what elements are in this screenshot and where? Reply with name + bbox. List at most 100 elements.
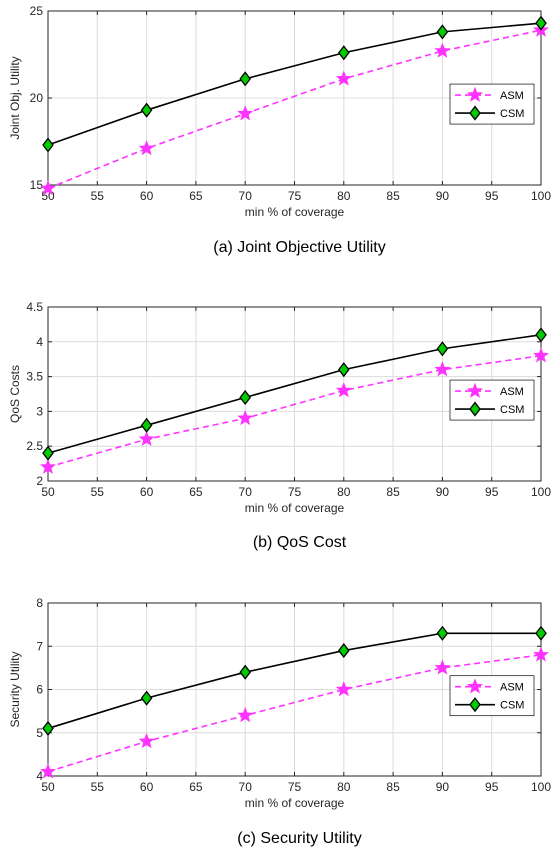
data-point-csm	[436, 341, 449, 357]
x-tick-label: 50	[41, 780, 55, 794]
data-point-asm	[434, 42, 451, 58]
data-point-csm	[239, 389, 252, 406]
y-tick-label: 6	[36, 683, 43, 697]
data-point-asm	[533, 646, 549, 662]
y-axis-label: QoS Costs	[8, 365, 22, 423]
legend-box	[449, 675, 535, 717]
x-tick-label: 80	[337, 780, 351, 794]
x-tick-label: 55	[91, 780, 105, 794]
data-point-csm	[337, 643, 350, 659]
y-tick-label: 8	[36, 596, 43, 610]
x-tick-label: 85	[386, 189, 400, 203]
x-tick-label: 65	[189, 485, 203, 499]
legend-marker-asm	[467, 86, 483, 102]
data-point-asm	[138, 733, 155, 749]
series-line-asm	[47, 29, 542, 190]
data-point-csm	[140, 102, 153, 118]
data-point-asm	[40, 458, 56, 474]
y-axis-label: Security Utility	[8, 651, 22, 727]
x-tick-label: 100	[531, 485, 551, 499]
legend-box	[449, 379, 535, 421]
data-point-asm	[335, 70, 352, 86]
x-tick-label: 85	[386, 485, 400, 499]
x-tick-label: 80	[337, 485, 351, 499]
legend-marker-csm	[469, 401, 481, 417]
y-tick-label: 25	[30, 4, 44, 18]
x-tick-label: 90	[436, 780, 450, 794]
data-point-csm	[42, 720, 54, 736]
data-point-asm	[533, 347, 549, 363]
x-tick-label: 75	[288, 780, 302, 794]
legend-label-asm: ASM	[500, 90, 524, 102]
x-tick-label: 70	[239, 189, 253, 203]
legend-label-csm: CSM	[500, 404, 524, 416]
data-point-csm	[535, 625, 547, 641]
legend-marker-asm	[467, 382, 483, 398]
series-line-csm	[47, 632, 541, 730]
data-point-csm	[535, 15, 547, 31]
x-tick-label: 90	[436, 485, 450, 499]
x-tick-label: 60	[140, 189, 154, 203]
data-point-csm	[337, 362, 350, 378]
x-tick-label: 95	[485, 780, 499, 794]
legend: ASM CSM	[449, 83, 535, 125]
y-tick-label: 2	[36, 474, 43, 488]
x-tick-label: 100	[531, 189, 551, 203]
legend-marker-asm	[467, 678, 483, 694]
y-tick-label: 20	[30, 91, 44, 105]
data-point-asm	[434, 361, 451, 377]
data-point-csm	[140, 417, 153, 433]
x-tick-label: 95	[485, 485, 499, 499]
data-point-csm	[42, 137, 54, 153]
data-point-csm	[42, 445, 54, 461]
data-point-asm	[335, 681, 352, 697]
chart-caption: (a) Joint Objective Utility	[213, 239, 386, 256]
y-tick-label: 5	[36, 726, 43, 740]
data-point-csm	[140, 690, 153, 706]
data-point-asm	[237, 707, 254, 723]
x-tick-label: 65	[189, 189, 203, 203]
y-axis-label: Joint Obj. Utility	[8, 56, 22, 139]
data-point-csm	[337, 45, 350, 61]
data-point-csm	[436, 625, 449, 641]
data-point-asm	[40, 763, 56, 779]
data-point-csm	[239, 71, 252, 87]
data-point-asm	[138, 140, 155, 156]
x-tick-label: 95	[485, 189, 499, 203]
x-axis-label: min % of coverage	[245, 205, 345, 219]
y-tick-label: 15	[30, 178, 44, 192]
x-tick-label: 70	[239, 485, 253, 499]
series-line-asm	[47, 654, 542, 773]
legend-label-csm: CSM	[500, 108, 524, 120]
x-tick-label: 60	[140, 780, 154, 794]
data-point-asm	[434, 659, 451, 675]
y-tick-label: 7	[36, 639, 43, 653]
y-tick-label: 4	[36, 769, 43, 783]
chart-caption: (b) QoS Cost	[253, 534, 347, 551]
x-tick-label: 70	[239, 780, 253, 794]
data-point-csm	[535, 327, 547, 343]
x-tick-label: 65	[189, 780, 203, 794]
y-tick-label: 4.5	[26, 300, 43, 314]
x-tick-label: 55	[91, 485, 105, 499]
data-point-asm	[138, 430, 155, 447]
data-point-asm	[40, 180, 56, 196]
data-point-asm	[237, 409, 254, 426]
chart-panel-3: 50 55 60 65 70 75 80 85 90 95 100 4 5 6 7 8 min % of cov…	[8, 596, 551, 847]
data-point-asm	[237, 105, 254, 121]
chart-panel-2: 50 55 60 65 70 75 80 85 90 95 100 2 2.5 3 3.5 4 4.5 min %…	[8, 300, 551, 551]
y-tick-label: 3.5	[26, 370, 43, 384]
x-tick-label: 80	[337, 189, 351, 203]
y-tick-label: 2.5	[26, 439, 43, 453]
legend-marker-csm	[469, 105, 481, 121]
x-tick-label: 60	[140, 485, 154, 499]
chart-caption: (c) Security Utility	[237, 830, 361, 847]
legend-label-asm: ASM	[500, 386, 524, 398]
x-tick-label: 75	[288, 485, 302, 499]
data-point-asm	[335, 382, 352, 398]
y-tick-label: 4	[36, 335, 43, 349]
x-tick-label: 75	[288, 189, 302, 203]
y-tick-label: 3	[36, 404, 43, 418]
